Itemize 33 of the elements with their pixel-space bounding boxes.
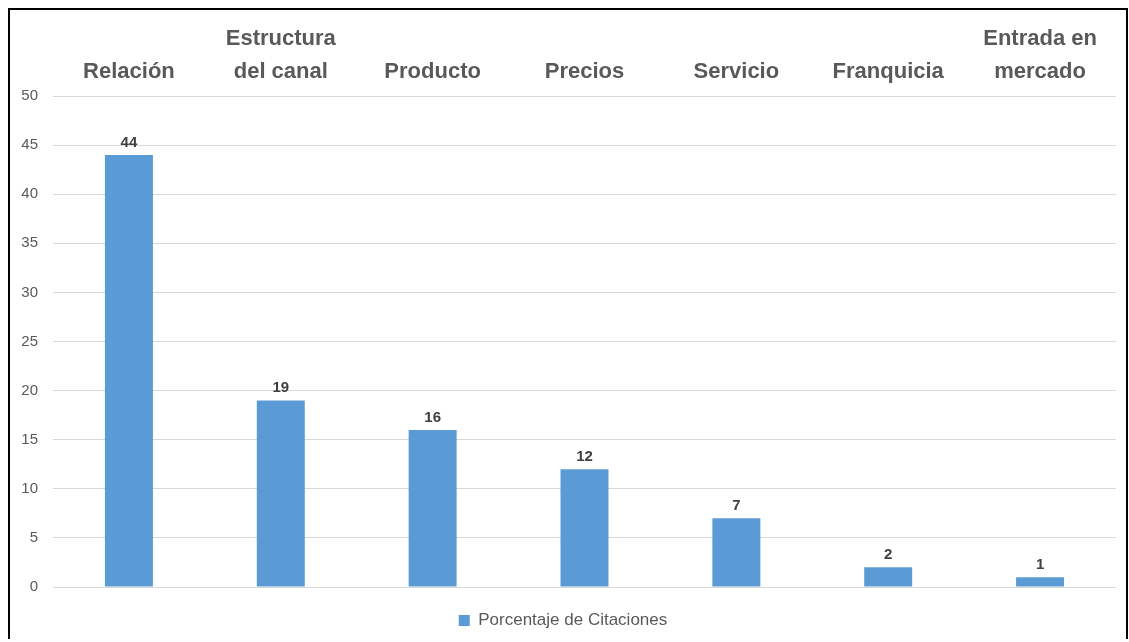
bar: [560, 469, 609, 587]
bar: [712, 518, 761, 587]
bar: [408, 429, 457, 587]
y-tick-label: 40: [21, 184, 38, 202]
y-tick-label: 35: [21, 233, 38, 251]
bar: [864, 567, 913, 587]
data-label: 12: [576, 446, 593, 464]
x-tick-label: Producto: [384, 57, 481, 83]
y-tick-label: 50: [21, 86, 38, 104]
data-label: 7: [732, 495, 741, 513]
data-label: 44: [120, 132, 138, 150]
x-tick-label: Precios: [544, 57, 625, 83]
bar: [256, 400, 305, 587]
data-label: 2: [884, 545, 893, 562]
bar: [1016, 577, 1065, 587]
y-tick-label: 15: [21, 429, 38, 447]
data-label: 19: [272, 378, 290, 396]
data-label: 1: [1035, 554, 1045, 572]
x-tick-label: Relación: [83, 57, 175, 83]
y-tick-label: 45: [21, 135, 38, 153]
x-tick-label: Estructura del canal: [225, 24, 337, 83]
y-tick-label: 25: [21, 331, 38, 349]
y-tick-label: 5: [29, 528, 38, 546]
y-tick-label: 10: [21, 478, 38, 496]
x-tick-label: Franquicia: [832, 57, 945, 83]
legend-label: Porcentaje de Citaciones: [478, 610, 668, 630]
y-tick-label: 30: [21, 282, 38, 300]
y-tick-label: 20: [21, 380, 38, 398]
bar: [104, 154, 153, 587]
x-tick-label: Servicio: [693, 57, 780, 83]
y-tick-label: 0: [29, 577, 38, 595]
x-tick-label: Entrada en mercado: [983, 24, 1097, 83]
data-label: 16: [424, 407, 441, 425]
